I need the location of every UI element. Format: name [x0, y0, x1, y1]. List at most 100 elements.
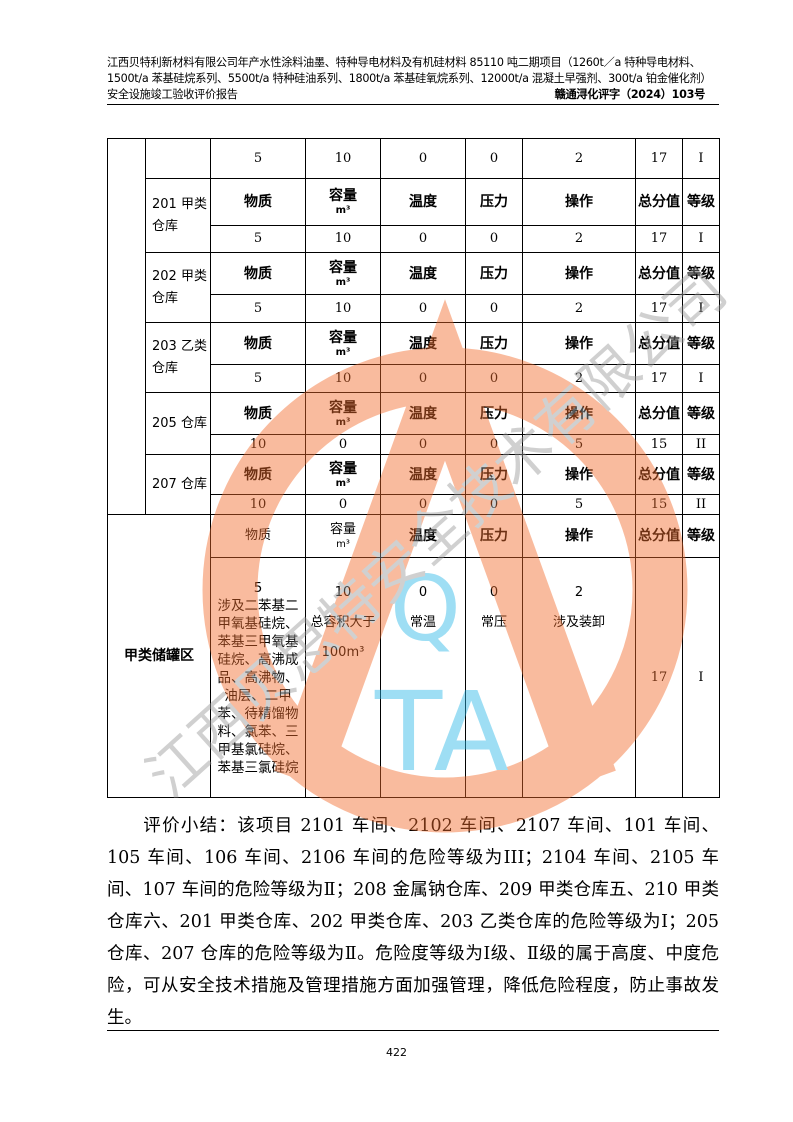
tank-substance: 5 涉及二苯基二甲氧基硅烷、苯基三甲氧基硅烷、高沸成品、高沸物、油层、二甲苯、待…	[210, 557, 306, 798]
page-number: 422	[386, 1046, 407, 1059]
header-pressure: 压力	[465, 178, 523, 226]
header-substance: 物质	[210, 454, 306, 495]
table-cell: 5	[210, 364, 306, 393]
header-total: 总分值	[635, 322, 683, 365]
table-row: 5 10 0 0 2 17 I	[108, 225, 720, 253]
header-operation: 操作	[522, 178, 636, 226]
capacity-unit: m³	[335, 346, 351, 358]
table-cell: I	[682, 225, 720, 253]
unit-name: 205 仓库	[145, 392, 211, 455]
table-cell: 0	[465, 294, 523, 323]
table-cell: 0	[465, 434, 523, 455]
header-title: 江西贝特利新材料有限公司年产水性涂料油墨、特种导电材料及有机硅材料 85110 …	[107, 56, 712, 101]
tank-pressure: 0 常压	[465, 557, 523, 798]
footer-divider	[107, 1030, 719, 1031]
table-cell: 10	[305, 138, 381, 179]
table-cell: 2	[522, 364, 636, 393]
page-header: 江西贝特利新材料有限公司年产水性涂料油墨、特种导电材料及有机硅材料 85110 …	[107, 55, 719, 103]
table-cell: 10	[210, 494, 306, 515]
capacity-unit: m³	[335, 276, 351, 288]
capacity-label: 容量	[329, 259, 357, 276]
unit-name: 207 仓库	[145, 454, 211, 515]
capacity-unit: m³	[335, 205, 351, 216]
table-cell: 0	[465, 138, 523, 179]
table-cell: 10	[305, 225, 381, 253]
header-total: 总分值	[635, 252, 683, 295]
table-cell: 5	[522, 434, 636, 455]
table-cell: 15	[635, 494, 683, 515]
table-row: 201 甲类仓库 物质 容量 m³ 温度 压力 操作 总分值 等级	[108, 178, 720, 253]
table-cell: II	[682, 434, 720, 455]
header-substance: 物质	[210, 322, 306, 365]
risk-grade-table: 5 10 0 0 2 17 I 201 甲类仓库 物质 容量 m³ 温度 压力 操作 总分值 等级 5 10 0 0 2…	[107, 138, 720, 798]
tank-area-name: 甲类储罐区	[107, 514, 211, 798]
unit-name-cell	[145, 138, 211, 179]
header-operation: 操作	[522, 252, 636, 295]
header-capacity: 容量 m³	[305, 454, 381, 495]
header-total: 总分值	[635, 178, 683, 226]
table-cell: 0	[305, 494, 381, 515]
capacity-label: 容量	[329, 460, 357, 477]
table-cell: 17	[635, 294, 683, 323]
capacity-label: 容量	[329, 188, 357, 204]
table-cell: 2	[522, 225, 636, 253]
table-cell: 0	[380, 138, 466, 179]
header-grade: 等级	[682, 252, 720, 295]
table-cell: II	[682, 494, 720, 515]
header-substance: 物质	[210, 392, 306, 435]
header-pressure: 压力	[465, 392, 523, 435]
evaluation-summary: 评价小结：该项目 2101 车间、2102 车间、2107 车间、101 车间、…	[107, 810, 719, 1034]
header-capacity: 容量 m³	[305, 178, 381, 226]
header-temperature: 温度	[380, 322, 466, 365]
table-cell: 10	[305, 294, 381, 323]
table-cell: 5	[210, 294, 306, 323]
table-cell: 10	[210, 434, 306, 455]
header-substance: 物质	[210, 178, 306, 226]
table-cell: 5	[522, 494, 636, 515]
table-cell: 0	[380, 364, 466, 393]
document-number: 赣通浔化评字（2024）103号	[554, 88, 706, 101]
table-row: 5 涉及二苯基二甲氧基硅烷、苯基三甲氧基硅烷、高沸成品、高沸物、油层、二甲苯、待…	[108, 557, 720, 798]
capacity-label: 容量	[329, 399, 357, 416]
header-operation: 操作	[522, 514, 636, 558]
capacity-unit: m³	[335, 416, 351, 428]
table-cell: 2	[522, 138, 636, 179]
header-capacity: 容量 m³	[305, 514, 381, 558]
unit-name: 202 甲类仓库	[145, 252, 211, 323]
header-total: 总分值	[635, 514, 683, 558]
header-capacity: 容量 m³	[305, 392, 381, 435]
table-cell: 2	[522, 294, 636, 323]
section-cell	[107, 138, 146, 515]
header-grade: 等级	[682, 514, 720, 558]
table-row: 203 乙类仓库 物质 容量 m³ 温度 压力 操作 总分值 等级	[108, 322, 720, 393]
header-capacity: 容量 m³	[305, 252, 381, 295]
table-cell: I	[682, 138, 720, 179]
capacity-label: 容量	[329, 329, 357, 346]
summary-text: 评价小结：该项目 2101 车间、2102 车间、2107 车间、101 车间、…	[107, 816, 719, 1028]
table-cell: I	[682, 364, 720, 393]
table-row: 5 10 0 0 2 17 I	[107, 138, 720, 515]
header-grade: 等级	[682, 178, 720, 226]
table-cell: 15	[635, 434, 683, 455]
tank-temperature: 0 常温	[380, 557, 466, 798]
header-total: 总分值	[635, 392, 683, 435]
header-grade: 等级	[682, 392, 720, 435]
table-row: 202 甲类仓库 物质 容量 m³ 温度 压力 操作 总分值 等级	[108, 252, 720, 323]
header-total: 总分值	[635, 454, 683, 495]
header-pressure: 压力	[465, 454, 523, 495]
header-operation: 操作	[522, 392, 636, 435]
table-cell: 10	[305, 364, 381, 393]
tank-grade: I	[682, 557, 720, 798]
header-temperature: 温度	[380, 514, 466, 558]
table-row: 甲类储罐区 物质 容量 m³ 温度 压力 操作 总分值 等级	[107, 514, 720, 798]
header-pressure: 压力	[465, 514, 523, 558]
table-cell: 17	[635, 225, 683, 253]
header-temperature: 温度	[380, 252, 466, 295]
table-cell: 17	[635, 138, 683, 179]
tank-operation: 2 涉及装卸	[522, 557, 636, 798]
table-cell: 5	[210, 225, 306, 253]
unit-name: 203 乙类仓库	[145, 322, 211, 393]
table-cell: 0	[305, 434, 381, 455]
header-grade: 等级	[682, 454, 720, 495]
